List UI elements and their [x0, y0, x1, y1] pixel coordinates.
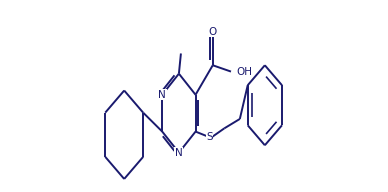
- Text: N: N: [175, 148, 183, 158]
- Text: O: O: [209, 26, 217, 37]
- Text: N: N: [158, 90, 166, 100]
- Text: S: S: [206, 132, 213, 142]
- Text: OH: OH: [236, 67, 252, 77]
